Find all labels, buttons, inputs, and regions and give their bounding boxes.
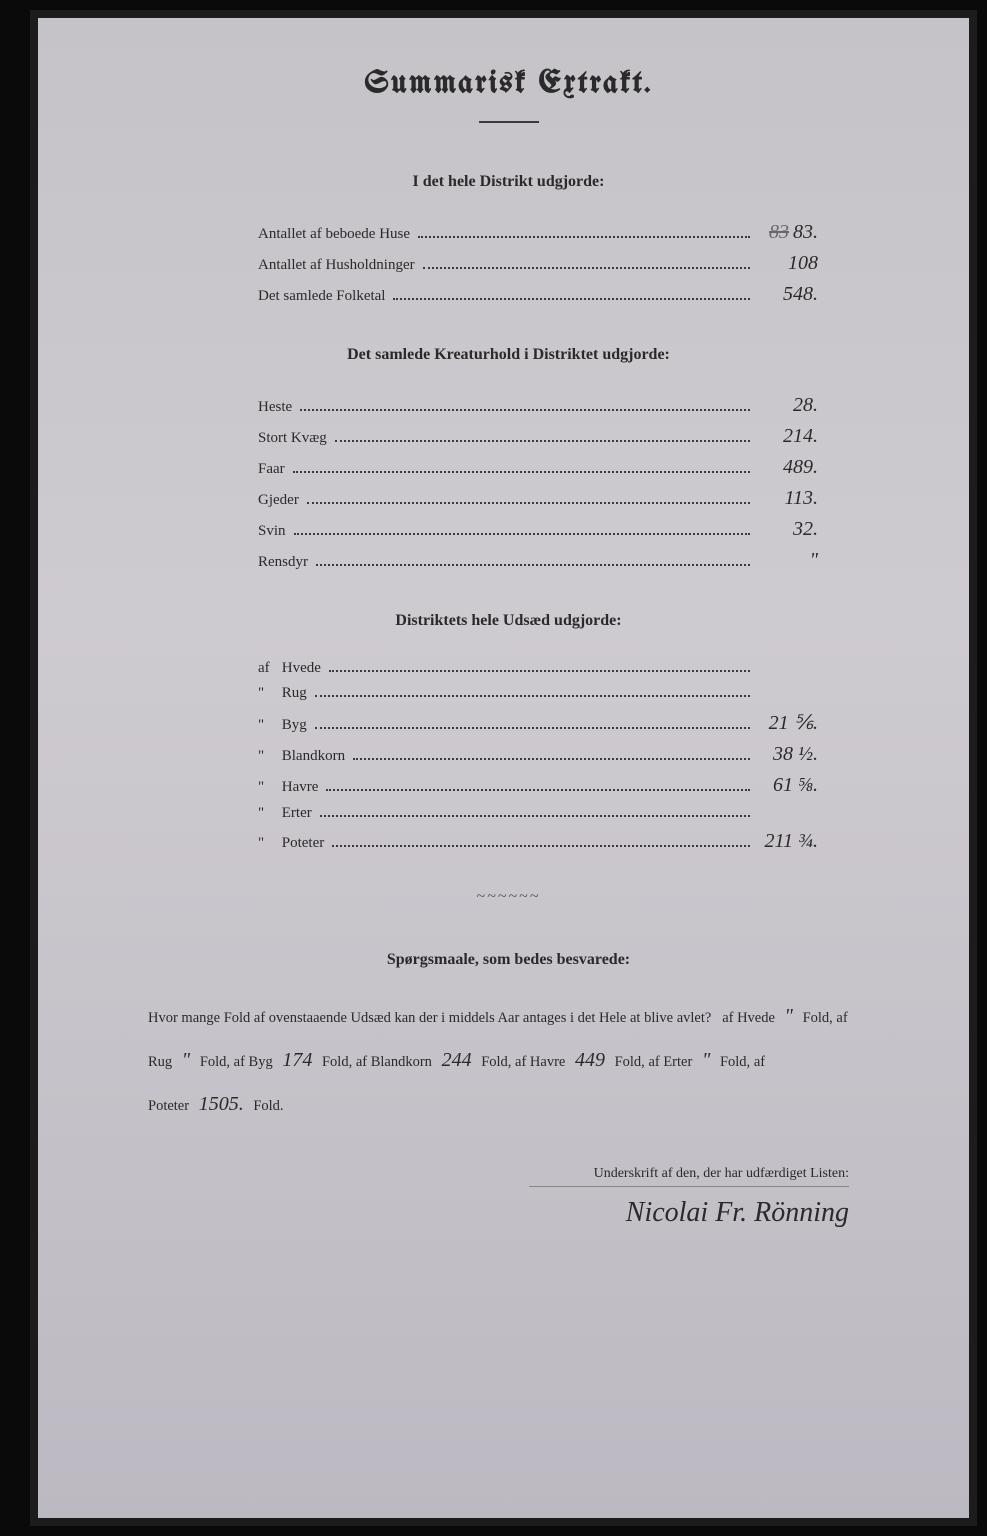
section2-row: Gjeder 113. bbox=[258, 487, 818, 510]
section3-row: " Havre 61 ⅝. bbox=[258, 774, 818, 797]
dot-leader bbox=[320, 815, 750, 817]
page-title: Summarisk Extrakt. bbox=[108, 68, 909, 101]
row-label: " Byg bbox=[258, 717, 307, 734]
row-value: 8383. bbox=[758, 221, 818, 244]
row-label: Gjeder bbox=[258, 492, 299, 509]
dot-leader bbox=[418, 236, 750, 238]
dot-leader bbox=[329, 670, 750, 672]
row-value: 32. bbox=[758, 518, 818, 541]
row-label: " Erter bbox=[258, 805, 312, 822]
q-item: af Byg 174 Fold, bbox=[234, 1054, 353, 1070]
questions-header: Spørgsmaale, som bedes besvarede: bbox=[108, 951, 909, 969]
row-label: Antallet af beboede Huse bbox=[258, 226, 410, 243]
section3-header: Distriktets hele Udsæd udgjorde: bbox=[108, 612, 909, 630]
section2-row: Stort Kvæg 214. bbox=[258, 425, 818, 448]
row-value: 548. bbox=[758, 283, 818, 306]
section2-row: Heste 28. bbox=[258, 394, 818, 417]
row-value: 21 ⅚. bbox=[758, 710, 818, 735]
signature-name: Nicolai Fr. Rönning bbox=[108, 1197, 849, 1229]
section2-row: Faar 489. bbox=[258, 456, 818, 479]
section3-row: af Hvede bbox=[258, 660, 818, 677]
dot-leader bbox=[335, 440, 750, 442]
row-label: " Havre bbox=[258, 779, 318, 796]
q-item: af Erter " Fold, bbox=[648, 1054, 750, 1070]
row-label: Faar bbox=[258, 461, 285, 478]
dot-leader bbox=[293, 471, 750, 473]
signature-line bbox=[529, 1186, 849, 1187]
questions-intro: Hvor mange Fold af ovenstaaende Udsæd ka… bbox=[148, 1010, 711, 1026]
document-page: Summarisk Extrakt. I det hele Distrikt u… bbox=[38, 18, 969, 1518]
section1-row: Antallet af beboede Huse 8383. bbox=[258, 221, 818, 244]
section3-row: " Erter bbox=[258, 805, 818, 822]
dot-leader bbox=[393, 298, 750, 300]
dot-leader bbox=[332, 845, 750, 847]
row-label: af Hvede bbox=[258, 660, 321, 677]
row-label: Heste bbox=[258, 399, 292, 416]
row-label: " Rug bbox=[258, 685, 307, 702]
row-label: Det samlede Folketal bbox=[258, 288, 385, 305]
section2-header: Det samlede Kreaturhold i Distriktet udg… bbox=[108, 346, 909, 364]
row-value: 38 ½. bbox=[758, 743, 818, 766]
row-value: 214. bbox=[758, 425, 818, 448]
section3-row: " Byg 21 ⅚. bbox=[258, 710, 818, 735]
q-item: af Havre 449 Fold, bbox=[515, 1054, 645, 1070]
row-value: 28. bbox=[758, 394, 818, 417]
row-value: 108 bbox=[758, 252, 818, 275]
signature-block: Underskrift af den, der har udfærdiget L… bbox=[108, 1166, 909, 1229]
dot-leader bbox=[300, 409, 750, 411]
dot-leader bbox=[315, 695, 750, 697]
row-label: Stort Kvæg bbox=[258, 430, 327, 447]
section3-row: " Poteter 211 ¾. bbox=[258, 830, 818, 853]
row-label: Antallet af Husholdninger bbox=[258, 257, 415, 274]
section2-row: Rensdyr " bbox=[258, 549, 818, 572]
section1-row: Antallet af Husholdninger 108 bbox=[258, 252, 818, 275]
wave-rule: ~~~~~~ bbox=[108, 888, 909, 906]
title-rule bbox=[479, 121, 539, 123]
row-value: 211 ¾. bbox=[758, 830, 818, 853]
section1-row: Det samlede Folketal 548. bbox=[258, 283, 818, 306]
dot-leader bbox=[307, 502, 750, 504]
dot-leader bbox=[423, 267, 750, 269]
section3-row: " Rug bbox=[258, 685, 818, 702]
q-item: af Hvede " Fold, bbox=[722, 1010, 833, 1026]
row-label: Svin bbox=[258, 523, 286, 540]
dot-leader bbox=[315, 727, 750, 729]
row-value: " bbox=[758, 549, 818, 572]
row-value: 113. bbox=[758, 487, 818, 510]
row-label: " Blandkorn bbox=[258, 748, 345, 765]
q-item: af Blandkorn 244 Fold, bbox=[356, 1054, 512, 1070]
dot-leader bbox=[316, 564, 750, 566]
section2-row: Svin 32. bbox=[258, 518, 818, 541]
row-value: 61 ⅝. bbox=[758, 774, 818, 797]
dot-leader bbox=[326, 789, 750, 791]
dot-leader bbox=[294, 533, 750, 535]
row-label: " Poteter bbox=[258, 835, 324, 852]
row-label: Rensdyr bbox=[258, 554, 308, 571]
section1-header: I det hele Distrikt udgjorde: bbox=[108, 173, 909, 191]
section3-row: " Blandkorn 38 ½. bbox=[258, 743, 818, 766]
dot-leader bbox=[353, 758, 750, 760]
signature-label: Underskrift af den, der har udfærdiget L… bbox=[108, 1166, 849, 1182]
questions-paragraph: Hvor mange Fold af ovenstaaende Udsæd ka… bbox=[108, 994, 909, 1126]
row-value: 489. bbox=[758, 456, 818, 479]
